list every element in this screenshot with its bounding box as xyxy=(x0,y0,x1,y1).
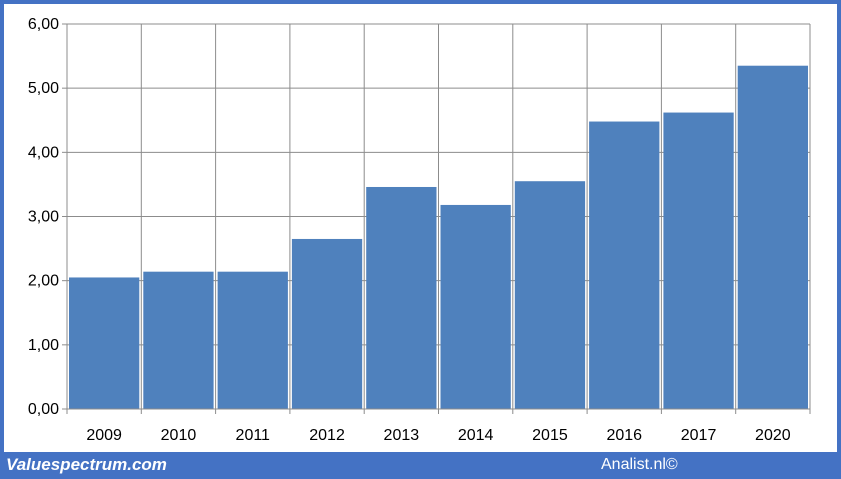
x-tick-label-2014: 2014 xyxy=(458,427,494,444)
x-tick-label-2016: 2016 xyxy=(606,427,642,444)
chart-area: 0,00 1,00 2,00 3,00 4,00 5,00 6,00 2009 2010 201… xyxy=(4,4,837,452)
y-tick-label: 6,00 xyxy=(28,16,59,33)
x-tick-labels: 2009 2010 2011 2012 2013 2014 2015 2016 2017 2020 xyxy=(86,427,790,444)
x-tick-label-2012: 2012 xyxy=(309,427,345,444)
bar-2012 xyxy=(291,238,363,409)
y-tick-labels: 0,00 1,00 2,00 3,00 4,00 5,00 6,00 xyxy=(28,16,59,418)
bar-2017 xyxy=(663,112,734,410)
bar-2015 xyxy=(514,181,586,409)
grid-lines xyxy=(67,23,811,409)
bars xyxy=(69,65,808,410)
x-tick-label-2011: 2011 xyxy=(236,427,271,444)
x-tick-label-2010: 2010 xyxy=(161,427,197,444)
y-tick-label: 3,00 xyxy=(28,209,59,226)
x-tick-label-2009: 2009 xyxy=(86,427,122,444)
bar-2013 xyxy=(366,186,437,409)
y-tick-label: 5,00 xyxy=(28,80,59,97)
bar-chart: 0,00 1,00 2,00 3,00 4,00 5,00 6,00 2009 2010 201… xyxy=(28,16,811,444)
bar-2014 xyxy=(440,204,511,409)
y-tick-label: 0,00 xyxy=(28,401,59,418)
x-tick-label-2020: 2020 xyxy=(755,427,791,444)
bar-2020 xyxy=(737,65,808,410)
footer-source-label: Valuespectrum.com xyxy=(6,455,167,474)
x-tick-label-2013: 2013 xyxy=(384,427,420,444)
y-tick-label: 1,00 xyxy=(28,337,59,354)
bar-2010 xyxy=(143,271,214,409)
y-tick-label: 4,00 xyxy=(28,144,59,161)
axes xyxy=(62,23,811,414)
footer-copyright-label: Analist.nl© xyxy=(601,456,678,473)
bar-2011 xyxy=(217,271,288,409)
x-tick-label-2017: 2017 xyxy=(681,427,717,444)
x-tick-label-2015: 2015 xyxy=(532,427,568,444)
y-tick-label: 2,00 xyxy=(28,273,59,290)
bar-2016 xyxy=(589,121,660,410)
bar-2009 xyxy=(69,277,140,409)
